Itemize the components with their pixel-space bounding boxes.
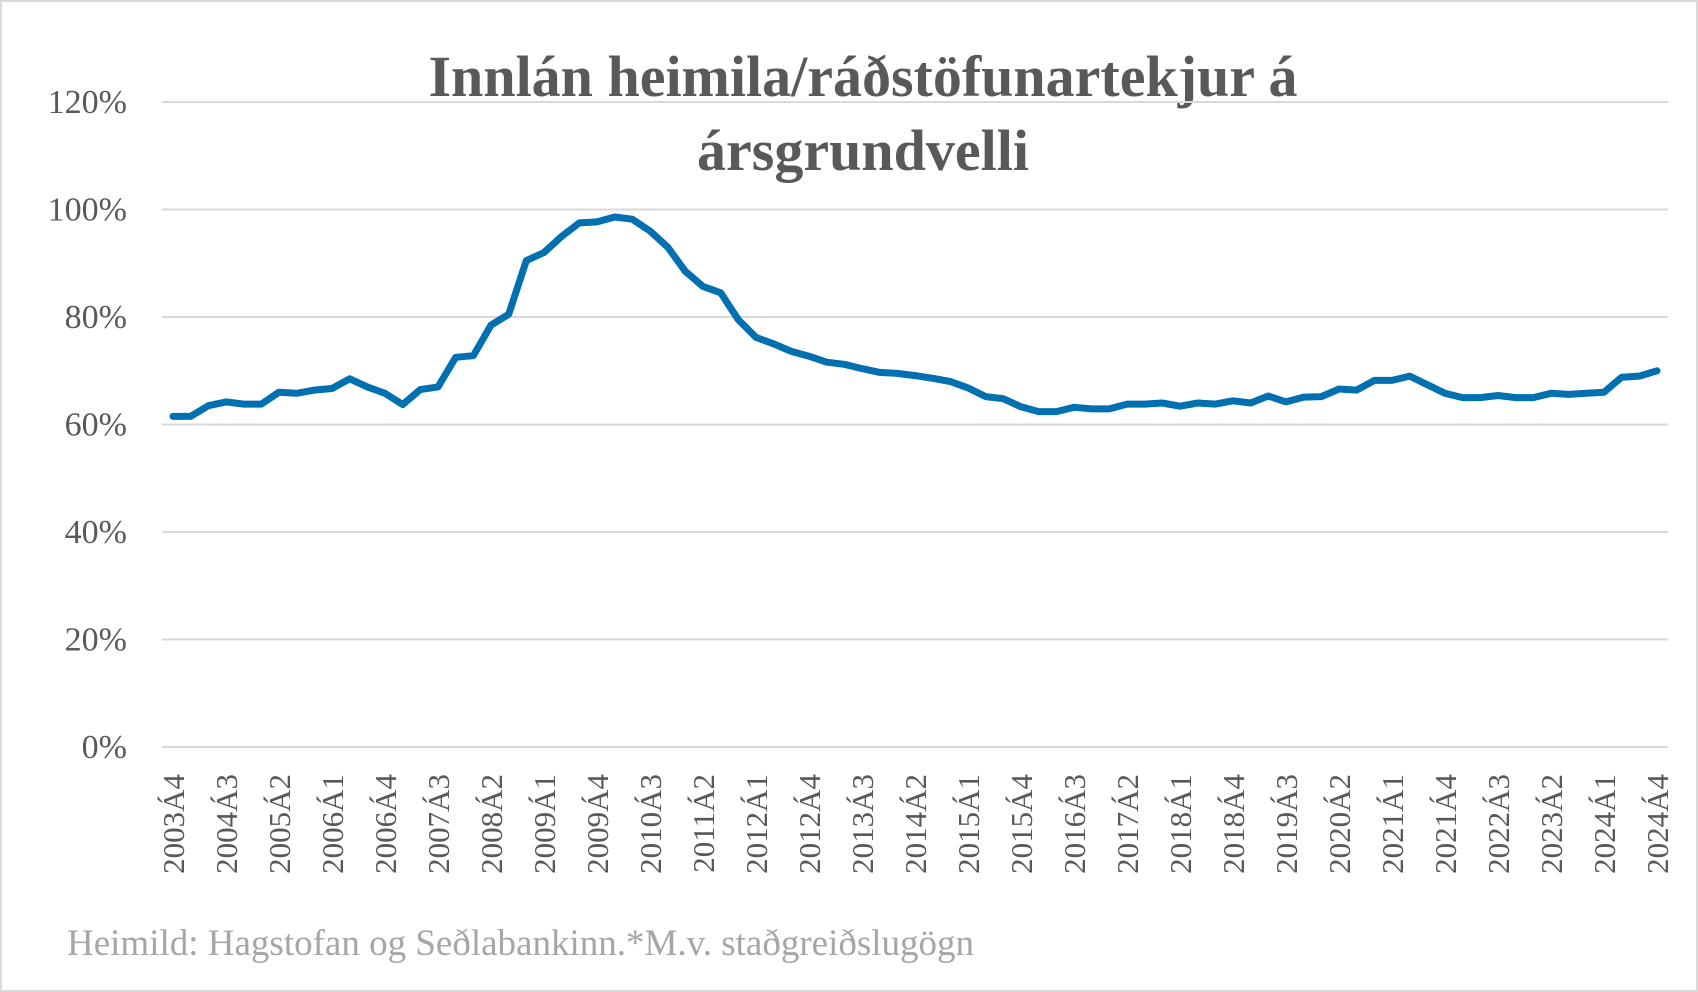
x-tick-label: 2011Á2 (686, 774, 721, 873)
x-tick-label: 2016Á3 (1057, 774, 1092, 874)
x-tick-label: 2007Á3 (421, 774, 456, 874)
x-tick-label: 2010Á3 (633, 774, 668, 874)
chart-title: Innlán heimila/ráðstöfunartekjur á (428, 44, 1297, 109)
x-tick-label: 2012Á4 (792, 774, 827, 874)
x-tick-label: 2023Á2 (1534, 774, 1569, 874)
x-tick-label: 2017Á2 (1110, 774, 1145, 874)
y-tick-label: 100% (48, 192, 127, 229)
x-tick-label: 2019Á3 (1269, 774, 1304, 874)
x-tick-label: 2012Á1 (739, 774, 774, 874)
x-tick-label: 2018Á1 (1163, 774, 1198, 874)
x-tick-label: 2009Á1 (527, 774, 562, 874)
x-tick-label: 2021Á1 (1375, 774, 1410, 874)
chart-title: ársgrundvelli (697, 118, 1029, 183)
data-line (169, 213, 1661, 420)
y-tick-label: 120% (48, 84, 127, 121)
x-tick-label: 2005Á2 (262, 774, 297, 874)
y-tick-label: 40% (65, 514, 127, 551)
x-tick-label: 2021Á4 (1428, 774, 1463, 874)
x-tick-label: 2022Á3 (1481, 774, 1516, 874)
x-tick-label: 2024Á1 (1587, 774, 1622, 874)
y-tick-label: 60% (65, 407, 127, 444)
y-tick-label: 0% (82, 729, 127, 766)
x-tick-label: 2015Á1 (951, 774, 986, 874)
x-tick-label: 2013Á3 (845, 774, 880, 874)
x-tick-label: 2008Á2 (474, 774, 509, 874)
x-tick-label: 2015Á4 (1004, 774, 1039, 874)
x-tick-label: 2014Á2 (898, 774, 933, 874)
source-note: Heimild: Hagstofan og Seðlabankinn.*M.v.… (67, 923, 974, 964)
x-tick-label: 2009Á4 (580, 774, 615, 874)
y-tick-label: 20% (65, 622, 127, 659)
y-tick-label: 80% (65, 299, 127, 336)
x-tick-label: 2006Á4 (368, 774, 403, 874)
x-tick-label: 2006Á1 (315, 774, 350, 874)
x-tick-label: 2003Á4 (156, 774, 191, 874)
x-tick-label: 2004Á3 (209, 774, 244, 874)
x-tick-label: 2024Á4 (1640, 774, 1675, 874)
x-tick-label: 2018Á4 (1216, 774, 1251, 874)
x-tick-label: 2020Á2 (1322, 774, 1357, 874)
